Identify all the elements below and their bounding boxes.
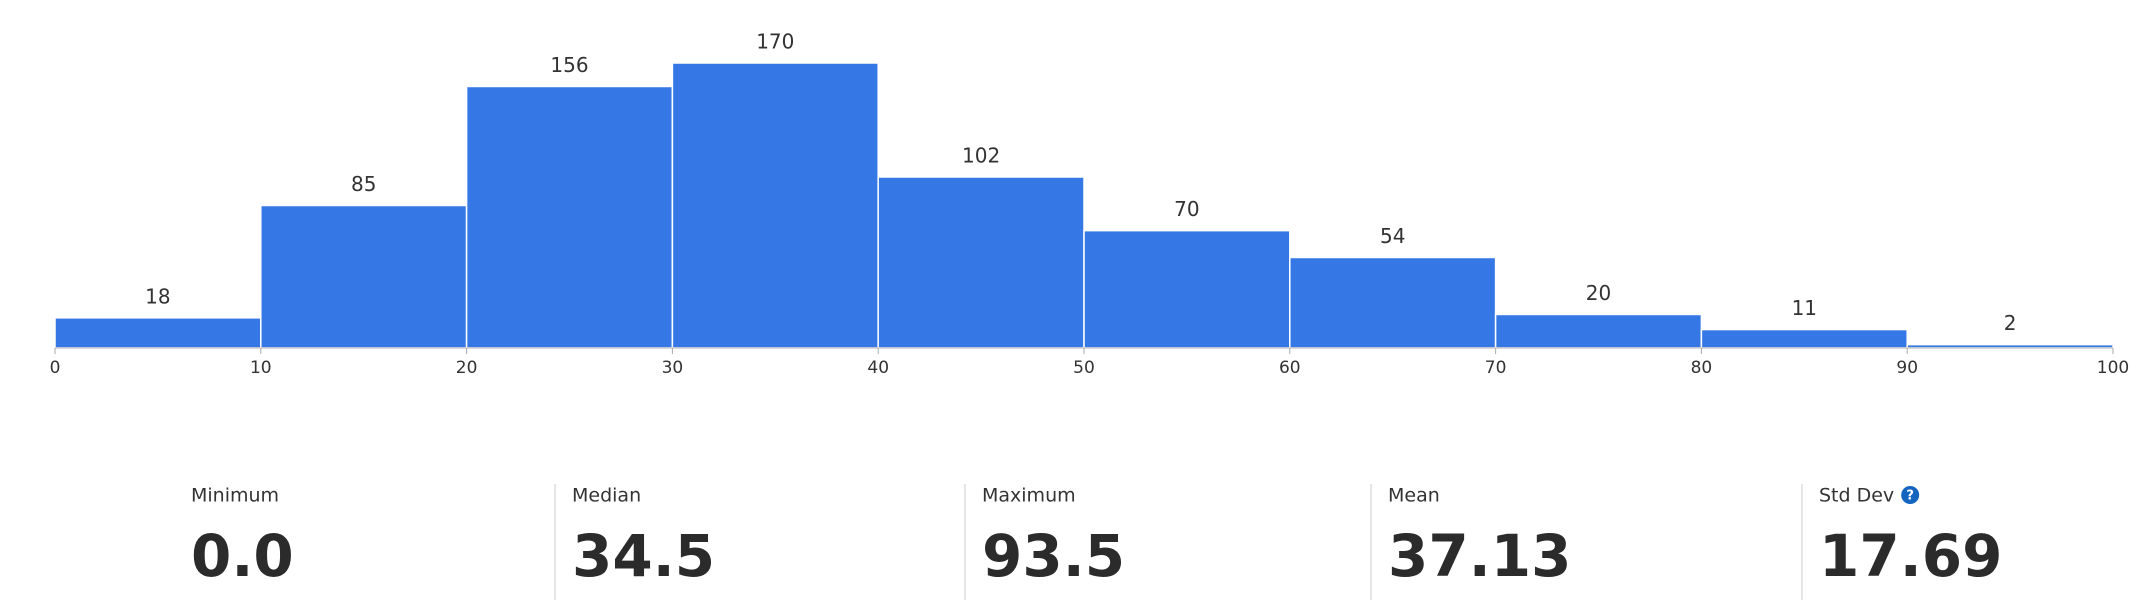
x-tick-label: 70 — [1485, 358, 1507, 378]
data-label: 2 — [2004, 311, 2017, 335]
data-label: 170 — [756, 30, 794, 54]
bar — [465, 85, 674, 349]
x-tick-label: 10 — [250, 358, 272, 378]
x-tick-label: 0 — [50, 358, 61, 378]
data-label: 156 — [550, 53, 588, 77]
bar — [1494, 313, 1703, 349]
stat-label: Minimum — [191, 485, 279, 507]
stat-value: 34.5 — [572, 522, 715, 590]
bar — [54, 317, 262, 349]
x-tick-label: 50 — [1073, 358, 1095, 378]
data-label: 85 — [351, 172, 376, 196]
stats-row: Minimum 0.0 Median 34.5 Maximum 93.5 Mean 37.13… — [191, 484, 2002, 600]
help-icon[interactable]: ? — [1901, 486, 1920, 504]
x-tick-label: 20 — [456, 358, 478, 378]
help-icon-glyph: ? — [1906, 489, 1914, 504]
x-tick-label: 90 — [1896, 358, 1918, 378]
stat-label: Maximum — [982, 485, 1076, 507]
data-label: 70 — [1174, 197, 1199, 221]
data-label: 102 — [962, 144, 1000, 168]
stat-label: Median — [572, 485, 641, 507]
help-icon-circle — [1901, 486, 1920, 504]
bar — [1700, 328, 1908, 349]
stat-value: 0.0 — [191, 522, 294, 590]
bar — [671, 62, 879, 349]
bar — [1083, 229, 1291, 349]
x-tick-label: 40 — [867, 358, 889, 378]
data-label: 11 — [1792, 296, 1817, 320]
stat-value: 93.5 — [982, 522, 1125, 590]
x-tick-label: 60 — [1279, 358, 1301, 378]
data-label: 54 — [1380, 224, 1405, 248]
x-tick-label: 80 — [1691, 358, 1713, 378]
stat-value: 17.69 — [1819, 522, 2002, 590]
data-label: 18 — [145, 284, 170, 308]
bar — [877, 176, 1085, 349]
bar — [260, 204, 468, 349]
bar — [1289, 256, 1497, 349]
stat-value: 37.13 — [1388, 522, 1571, 590]
x-tick-label: 30 — [662, 358, 684, 378]
stat-label: Mean — [1388, 485, 1440, 507]
stat-label: Std Dev — [1819, 485, 1894, 507]
x-tick-label: 100 — [2097, 358, 2129, 378]
data-label: 20 — [1586, 281, 1611, 305]
